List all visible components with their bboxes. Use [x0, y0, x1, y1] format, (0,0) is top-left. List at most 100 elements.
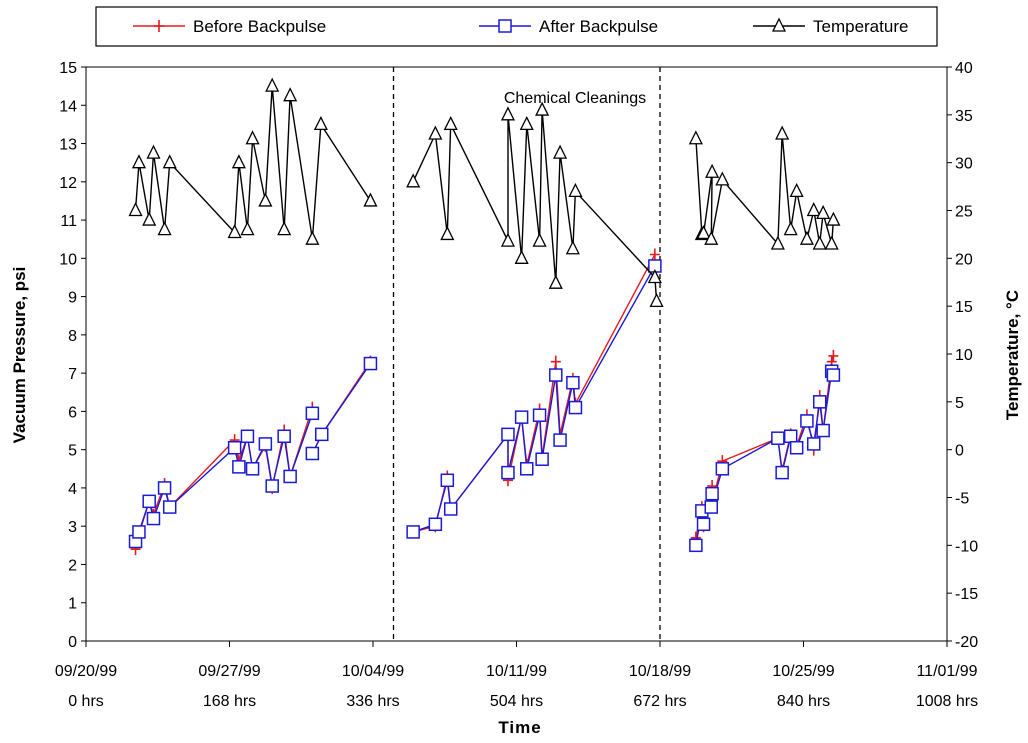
data-point — [406, 173, 421, 188]
legend-label: After Backpulse — [539, 17, 658, 36]
data-point — [265, 479, 279, 493]
series-line — [695, 133, 835, 246]
data-point — [775, 125, 790, 140]
data-point — [553, 433, 567, 447]
data-point — [514, 410, 529, 424]
plot-frame — [85, 66, 948, 642]
x-tick-hours-label: 672 hrs — [633, 693, 686, 710]
legend-label: Before Backpulse — [193, 17, 326, 36]
x-tick-hours-label: 168 hrs — [203, 693, 256, 710]
y-right-tick-label: 25 — [955, 204, 973, 221]
y-left-tick-label: 12 — [59, 175, 77, 192]
x-tick-hours-label: 1008 hrs — [916, 693, 978, 710]
data-point — [553, 144, 568, 159]
data-point — [696, 517, 711, 532]
data-point — [128, 202, 143, 217]
data-point — [154, 20, 164, 32]
y-left-tick-label: 8 — [68, 328, 77, 345]
data-point — [715, 171, 730, 186]
x-tick-hours-label: 0 hrs — [68, 693, 104, 710]
data-point — [162, 154, 177, 169]
data-point — [806, 202, 821, 217]
data-point — [807, 437, 821, 451]
y-right-tick-label: 40 — [955, 60, 973, 77]
data-point — [783, 221, 798, 236]
data-point — [789, 182, 804, 198]
y-right-tick-label: 0 — [955, 443, 964, 460]
series-after-backpulse — [128, 259, 841, 553]
data-point — [770, 235, 785, 250]
data-point — [812, 235, 827, 250]
y-left-tick-label: 11 — [60, 213, 77, 230]
data-point — [277, 429, 291, 444]
data-point — [532, 232, 547, 247]
data-point — [231, 154, 246, 169]
data-point — [406, 525, 420, 539]
data-point — [649, 292, 664, 308]
series-line — [412, 254, 656, 533]
data-point — [227, 224, 242, 239]
data-point — [688, 130, 703, 145]
data-point — [443, 115, 458, 131]
data-point — [440, 225, 455, 241]
x-tick-date-label: 09/20/99 — [55, 663, 117, 680]
data-point — [771, 431, 785, 445]
data-point — [550, 355, 561, 368]
y-left-tick-label: 5 — [68, 443, 77, 460]
y-axis-left-title: Vacuum Pressure, psi — [10, 267, 29, 444]
data-point — [315, 427, 329, 442]
y-right-tick-label: 15 — [955, 299, 973, 316]
x-tick-date-label: 11/01/99 — [916, 663, 977, 680]
data-point — [440, 473, 455, 488]
y-left-tick-label: 2 — [68, 557, 77, 574]
data-point — [498, 19, 512, 33]
series-line — [412, 265, 656, 533]
series-temperature — [128, 77, 841, 308]
data-point — [535, 452, 549, 466]
data-point — [704, 500, 718, 514]
data-point — [775, 465, 789, 480]
data-point — [568, 182, 583, 198]
data-point — [689, 538, 703, 553]
y-right-tick-label: 20 — [955, 251, 973, 268]
data-point — [816, 423, 830, 438]
data-point — [277, 221, 292, 236]
data-point — [363, 356, 378, 371]
data-point — [142, 494, 156, 509]
data-point — [245, 462, 260, 476]
data-point — [283, 469, 297, 484]
data-point — [363, 192, 378, 207]
data-point — [826, 211, 841, 226]
legend-item: Before Backpulse — [133, 17, 326, 36]
data-point — [313, 115, 328, 131]
y-left-tick-label: 6 — [68, 404, 77, 421]
data-point — [789, 441, 804, 455]
data-point — [565, 240, 580, 255]
data-point — [566, 375, 580, 390]
data-point — [771, 17, 787, 32]
x-tick-date-label: 10/04/99 — [342, 663, 404, 680]
series-line — [695, 368, 835, 546]
data-point — [816, 204, 831, 220]
data-point — [132, 525, 146, 539]
annotation-chemical-cleanings: Chemical Cleanings — [504, 90, 646, 107]
data-point — [245, 130, 260, 145]
data-point — [812, 395, 827, 409]
legend-label: Temperature — [813, 17, 908, 36]
y-right-tick-label: -20 — [955, 634, 978, 651]
legend: Before Backpulse After Backpulse Temperatu… — [95, 6, 938, 47]
data-point — [146, 511, 161, 526]
legend-item: After Backpulse — [479, 17, 658, 36]
series-before-backpulse — [130, 248, 839, 556]
y-right-tick-label: -5 — [955, 491, 969, 508]
data-point — [240, 429, 255, 444]
data-point — [549, 368, 563, 382]
data-point — [443, 502, 458, 516]
data-point — [500, 232, 516, 247]
y-left-tick-label: 3 — [68, 519, 77, 536]
y-left-tick-label: 10 — [59, 251, 77, 268]
data-point — [501, 427, 515, 442]
data-point — [649, 248, 660, 261]
data-point — [704, 230, 719, 245]
